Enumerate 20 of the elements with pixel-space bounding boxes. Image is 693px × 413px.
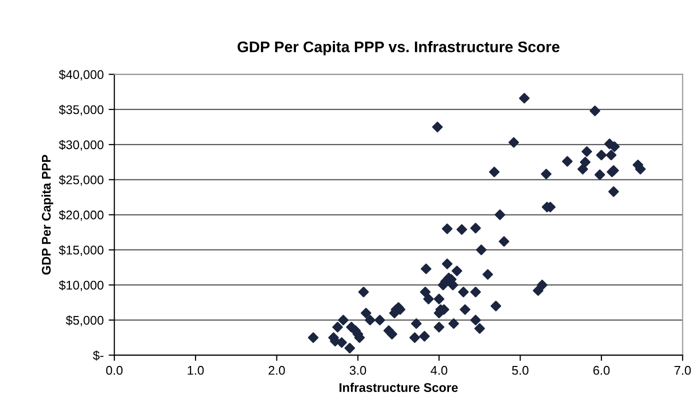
x-tick-label: 2.0 [268,366,285,375]
y-tick-label: $15,000 [58,245,104,256]
x-axis-title: Infrastructure Score [340,382,458,392]
x-tick-label: 5.0 [512,366,528,375]
y-tick-label: $25,000 [58,174,104,186]
y-tick-label: $20,000 [58,210,104,221]
y-tick-label: $30,000 [58,140,104,151]
y-tick-label: $40,000 [58,70,104,80]
x-tick-label: 7.0 [674,366,691,375]
x-tick-label: 3.0 [350,366,366,375]
chart-title: GDP Per Capita PPP vs. Infrastructure Score [238,41,560,56]
y-tick-label: $5,000 [66,315,104,326]
y-tick-label: $10,000 [58,280,104,292]
y-tick-label: $35,000 [58,104,104,116]
x-tick-label: 6.0 [593,366,610,375]
x-tick-label: 4.0 [430,366,448,375]
y-tick-label: $- [92,350,104,361]
x-tick-label: 0.0 [106,366,123,375]
x-tick-label: 1.0 [188,366,204,375]
y-axis-title: GDP Per Capita PPP [42,154,54,275]
